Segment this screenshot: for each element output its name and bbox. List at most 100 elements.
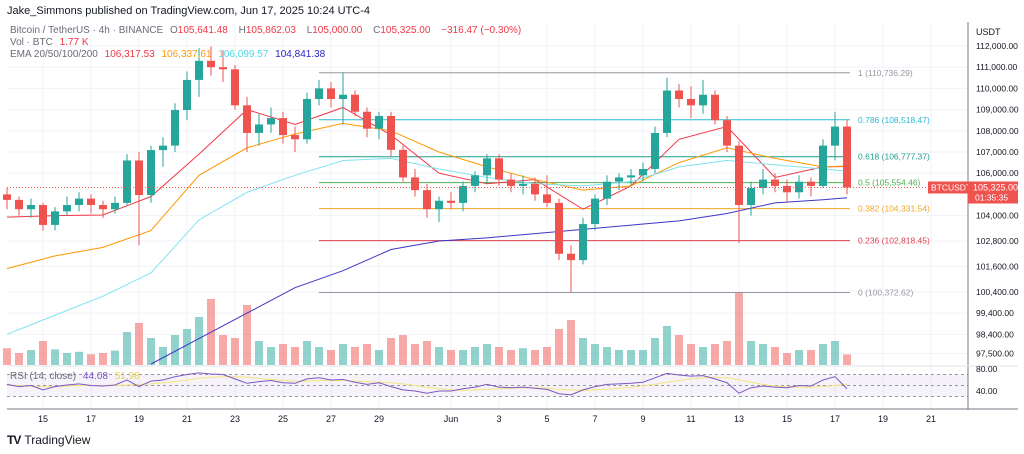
candle: [795, 175, 803, 199]
volume-bar: [3, 348, 11, 365]
price-tick-label: 108,000.00: [976, 126, 1019, 136]
volume-bar: [387, 338, 395, 365]
volume-bar: [171, 335, 179, 365]
volume-value: 1.77 K: [59, 37, 89, 48]
time-tick-label: 17: [830, 414, 840, 424]
currency-label[interactable]: USDT: [976, 27, 1001, 37]
volume-bar: [291, 347, 299, 365]
candle: [3, 188, 11, 210]
candle-body: [375, 115, 383, 129]
candle-body: [507, 179, 515, 186]
volume-bar: [675, 335, 683, 365]
time-tick-label: 15: [782, 414, 792, 424]
candle-body: [579, 224, 587, 261]
volume-bar: [435, 347, 443, 365]
candle-body: [327, 88, 335, 99]
last-price-tag: [968, 181, 1018, 204]
high-label: H: [238, 25, 246, 36]
candle: [171, 103, 179, 152]
candle-body: [111, 202, 119, 210]
time-tick-label: 11: [686, 414, 695, 424]
candle: [447, 192, 455, 210]
candles: [3, 46, 851, 293]
candle-body: [591, 198, 599, 225]
candle-body: [435, 200, 443, 210]
candle: [579, 217, 587, 265]
tradingview-logo[interactable]: TV TradingView: [7, 433, 90, 447]
volume-bar: [303, 341, 311, 365]
volume-bar: [315, 347, 323, 365]
rsi-tick-label: 80.00: [976, 364, 998, 374]
candle-body: [291, 135, 299, 140]
volume-bar: [663, 326, 671, 365]
open-label: O: [169, 25, 178, 36]
candle-body: [567, 253, 575, 261]
candle: [723, 115, 731, 152]
candle-body: [447, 200, 455, 203]
price-change: −316.47 (−0.30%): [441, 25, 522, 36]
symbol-name[interactable]: Bitcoin / TetherUS · 4h · BINANCE: [10, 25, 164, 36]
volume-bar: [555, 329, 563, 365]
candle: [771, 173, 779, 193]
volume-bar: [111, 350, 119, 365]
low-value: 105,000.00: [312, 25, 363, 36]
volume-bar: [423, 341, 431, 365]
fib-level-label: 1 (110,736.29): [858, 68, 913, 78]
candle: [603, 175, 611, 205]
rsi-value: 44.08: [82, 371, 108, 382]
candle-body: [627, 175, 635, 178]
volume-bar: [843, 354, 851, 365]
candle-body: [807, 181, 815, 186]
symbol-legend[interactable]: Bitcoin / TetherUS · 4h · BINANCE O105,6…: [10, 25, 525, 36]
price-tick-label: 106,000.00: [976, 168, 1019, 178]
time-axis[interactable]: 15 17 19 21 23 25 27 29 Jun 3 5 7 9 11 13 15 17 19 21: [38, 414, 936, 424]
volume-legend[interactable]: Vol · BTC 1.77 K: [10, 37, 93, 48]
volume-bar: [339, 344, 347, 365]
candle-body: [147, 150, 155, 196]
volume-label: Vol · BTC: [10, 37, 53, 48]
price-tick-label: 109,000.00: [976, 105, 1019, 115]
time-tick-label: 21: [926, 414, 936, 424]
volume-bar: [123, 332, 131, 365]
fib-level-label: 0.382 (104,331.54): [858, 204, 930, 214]
candle: [831, 111, 839, 161]
candle-body: [471, 175, 479, 186]
rsi-pane: [6, 372, 968, 397]
candle: [543, 175, 551, 208]
fib-level-label: 0 (100,372.62): [858, 288, 913, 298]
candle: [99, 200, 107, 218]
candle-body: [363, 111, 371, 129]
candle: [411, 168, 419, 197]
candle: [243, 96, 251, 152]
candle-body: [303, 99, 311, 140]
candle-body: [159, 145, 167, 151]
candle-body: [231, 69, 239, 106]
candle-body: [351, 94, 359, 112]
candle-body: [819, 145, 827, 186]
candle: [639, 162, 647, 182]
candle: [555, 198, 563, 261]
candle-body: [519, 183, 527, 186]
volume-bar: [459, 350, 467, 365]
candle: [663, 77, 671, 138]
price-axis[interactable]: USDT 112,000.00 111,000.00 110,000.00 109,0…: [976, 27, 1019, 396]
candle: [627, 168, 635, 186]
volume-bar: [411, 344, 419, 365]
time-tick-label: 27: [326, 414, 336, 424]
candle-body: [243, 105, 251, 133]
volume-bar: [687, 344, 695, 365]
time-tick-label: 3: [496, 414, 501, 424]
candle: [27, 198, 35, 218]
candle-body: [207, 60, 215, 68]
candle: [351, 90, 359, 116]
rsi-legend[interactable]: RSI (14, close) 44.08 51.98: [10, 371, 144, 382]
candle-body: [399, 149, 407, 178]
ema-legend[interactable]: EMA 20/50/100/200 106,317.53 106,337.61 …: [10, 49, 329, 60]
candle: [339, 72, 347, 125]
volume-bar: [543, 347, 551, 365]
candle-body: [123, 160, 131, 203]
volume-bar: [507, 350, 515, 365]
candle: [159, 137, 167, 167]
volume-bar: [63, 353, 71, 365]
